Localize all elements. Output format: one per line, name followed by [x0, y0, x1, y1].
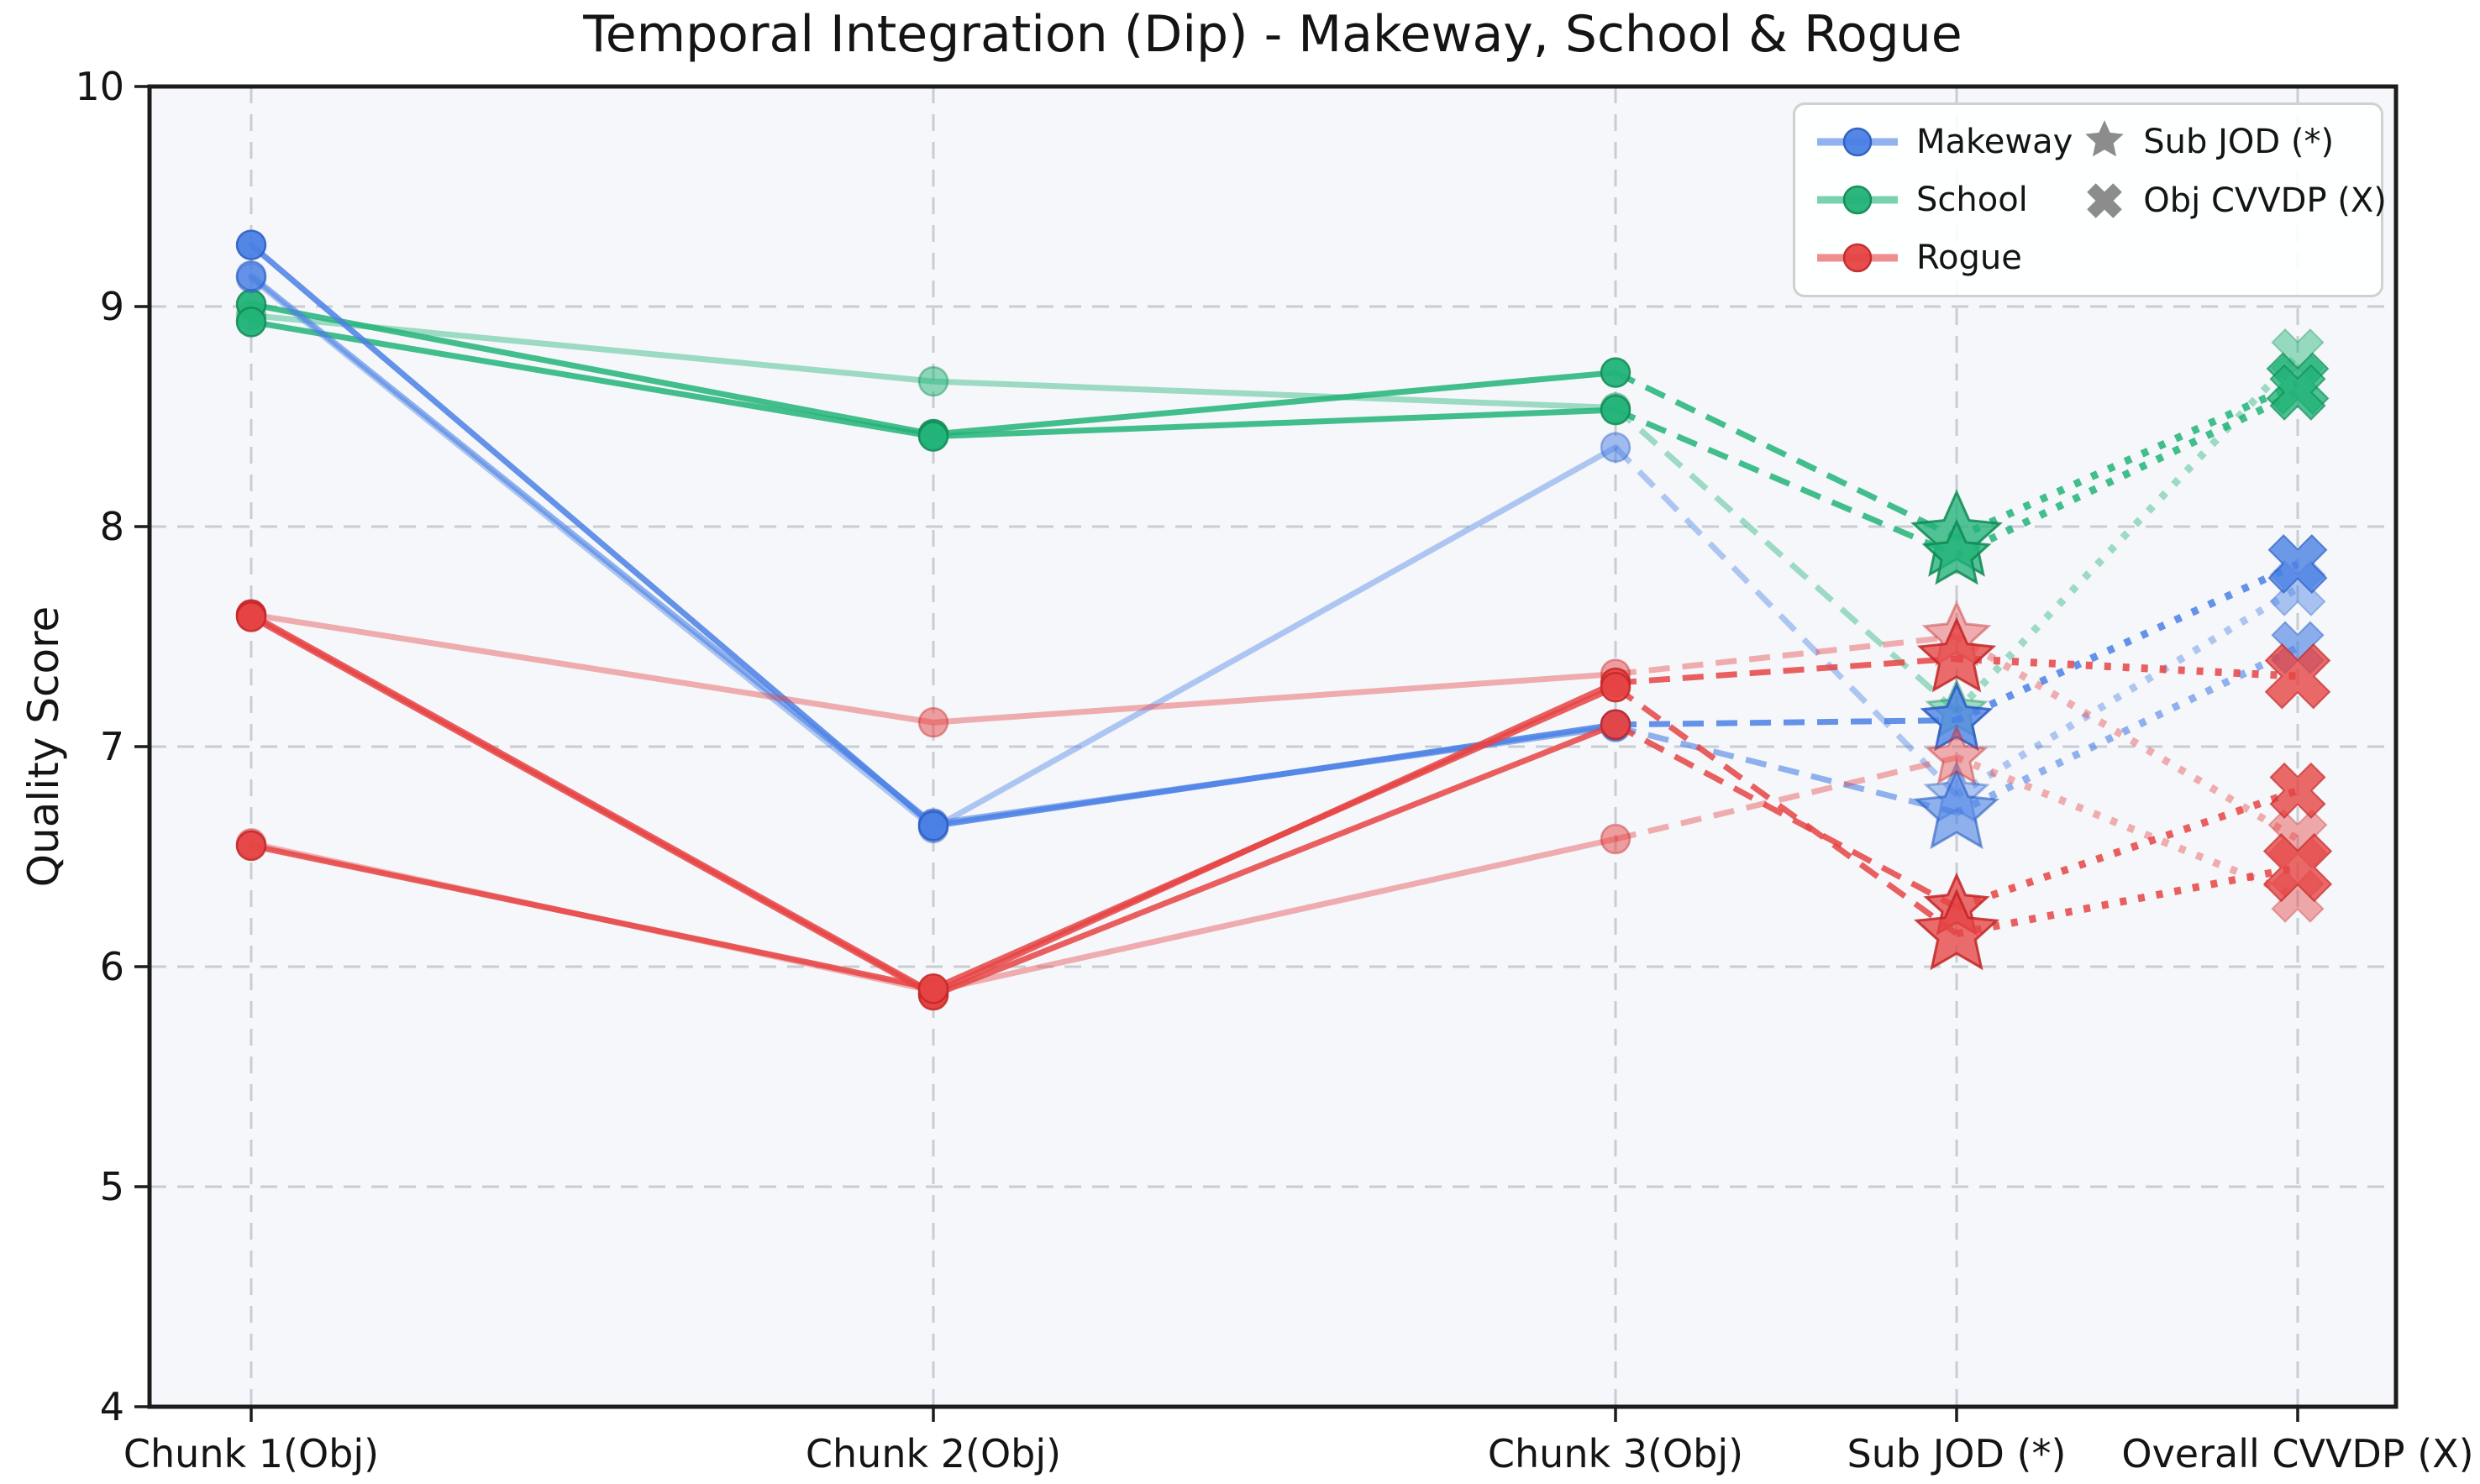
chunk-marker: [235, 830, 267, 862]
x-tick-label: Overall CVVDP (X): [2121, 1431, 2473, 1476]
rogue-line-icon: [1817, 243, 1898, 273]
jod-dashed-line: [1614, 406, 1958, 558]
legend: Makeway School Rogue: [1793, 102, 2387, 297]
chunk-marker: [1600, 394, 1631, 426]
chart-title: Temporal Integration (Dip) - Makeway, Sc…: [583, 5, 1962, 64]
jod-dashed-line: [1615, 717, 1957, 728]
jod-star-marker: [1913, 889, 2000, 971]
cvvdp-dotted-line: [1955, 753, 2299, 900]
chunk-marker: [917, 421, 949, 452]
makeway-line-icon: [1817, 127, 1898, 157]
jod-dashed-line: [1615, 754, 1957, 842]
y-tick-label: 6: [100, 944, 124, 989]
jod-dashed-line: [1614, 721, 1958, 910]
cvvdp-x-marker: [2262, 832, 2333, 903]
cvvdp-dotted-line: [1955, 644, 2299, 816]
chunk-marker: [235, 229, 267, 260]
clip-line: [235, 229, 2328, 842]
cvvdp-dotted-line: [1953, 352, 2301, 715]
legend-label: Obj CVVDP (X): [2143, 181, 2387, 220]
cvvdp-x-marker: [2267, 533, 2328, 595]
cvvdp-dotted-line: [1955, 389, 2299, 559]
cvvdp-x-marker: [2264, 642, 2331, 710]
cvvdp-dotted-line: [1956, 654, 2299, 680]
y-tick-label: 10: [75, 64, 124, 109]
chunk-marker: [1600, 709, 1631, 741]
cvvdp-x-marker: [2269, 364, 2326, 421]
jod-dashed-line: [1615, 724, 1957, 815]
y-tick-label: 8: [100, 504, 124, 549]
chunk-marker: [917, 973, 949, 1004]
jod-star-marker: [1913, 767, 2000, 850]
cvvdp-dotted-line: [1955, 787, 2299, 911]
x-icon: [2087, 183, 2123, 218]
jod-star-marker: [1921, 518, 1992, 585]
legend-item-obj-cvvdp: Obj CVVDP (X): [2081, 176, 2387, 226]
chunk-marker: [1600, 432, 1631, 463]
legend-item-school: School: [1814, 175, 2073, 225]
jod-dashed-line: [1613, 445, 1959, 798]
jod-star-marker: [1925, 724, 1989, 785]
jod-dashed-line: [1614, 370, 1958, 541]
legend-series-column: Makeway School Rogue: [1814, 117, 2073, 283]
jod-dashed-line: [1615, 655, 1957, 686]
legend-label: Makeway: [1916, 123, 2073, 161]
clip-line: [235, 672, 2333, 1004]
y-tick-label: 7: [100, 724, 124, 769]
chunk-marker: [1600, 823, 1631, 855]
chunk-marker: [235, 260, 267, 291]
cvvdp-dotted-line: [1955, 560, 2299, 724]
chunk-marker: [235, 307, 267, 338]
legend-label: School: [1916, 181, 2028, 219]
clip-line: [235, 307, 2326, 585]
legend-item-makeway: Makeway: [1814, 117, 2073, 167]
jod-star-marker: [1920, 681, 1994, 752]
legend-item-rogue: Rogue: [1814, 233, 2073, 283]
star-icon: [2085, 120, 2125, 157]
legend-label: Sub JOD (*): [2143, 123, 2335, 161]
cvvdp-x-marker: [2269, 762, 2326, 820]
legend-item-sub-jod: Sub JOD (*): [2081, 117, 2387, 167]
y-tick-label: 9: [100, 284, 124, 329]
jod-dashed-line: [1615, 633, 1957, 678]
legend-markers-column: Sub JOD (*) Obj CVVDP (X): [2081, 117, 2387, 283]
chunk-marker: [917, 810, 949, 842]
y-tick-label: 4: [100, 1384, 124, 1429]
x-tick-label: Sub JOD (*): [1847, 1431, 2067, 1476]
x-tick-label: Chunk 3(Obj): [1488, 1431, 1743, 1476]
x-tick-label: Chunk 2(Obj): [806, 1431, 1061, 1476]
x-tick-label: Chunk 1(Obj): [123, 1431, 379, 1476]
y-tick-label: 5: [100, 1164, 124, 1209]
chunk-marker: [917, 365, 949, 397]
legend-label: Rogue: [1916, 239, 2022, 277]
chunk-marker: [917, 706, 949, 738]
series-rogue: [235, 599, 2333, 1011]
chunk-marker: [235, 601, 267, 632]
jod-star-marker: [1916, 616, 1997, 693]
jod-dashed-line: [1613, 684, 1959, 936]
cvvdp-dotted-line: [1955, 380, 2299, 542]
cvvdp-dotted-line: [1956, 863, 2299, 938]
chunk-marker: [1600, 357, 1631, 388]
school-line-icon: [1817, 185, 1898, 215]
chunk-marker: [1600, 672, 1631, 703]
